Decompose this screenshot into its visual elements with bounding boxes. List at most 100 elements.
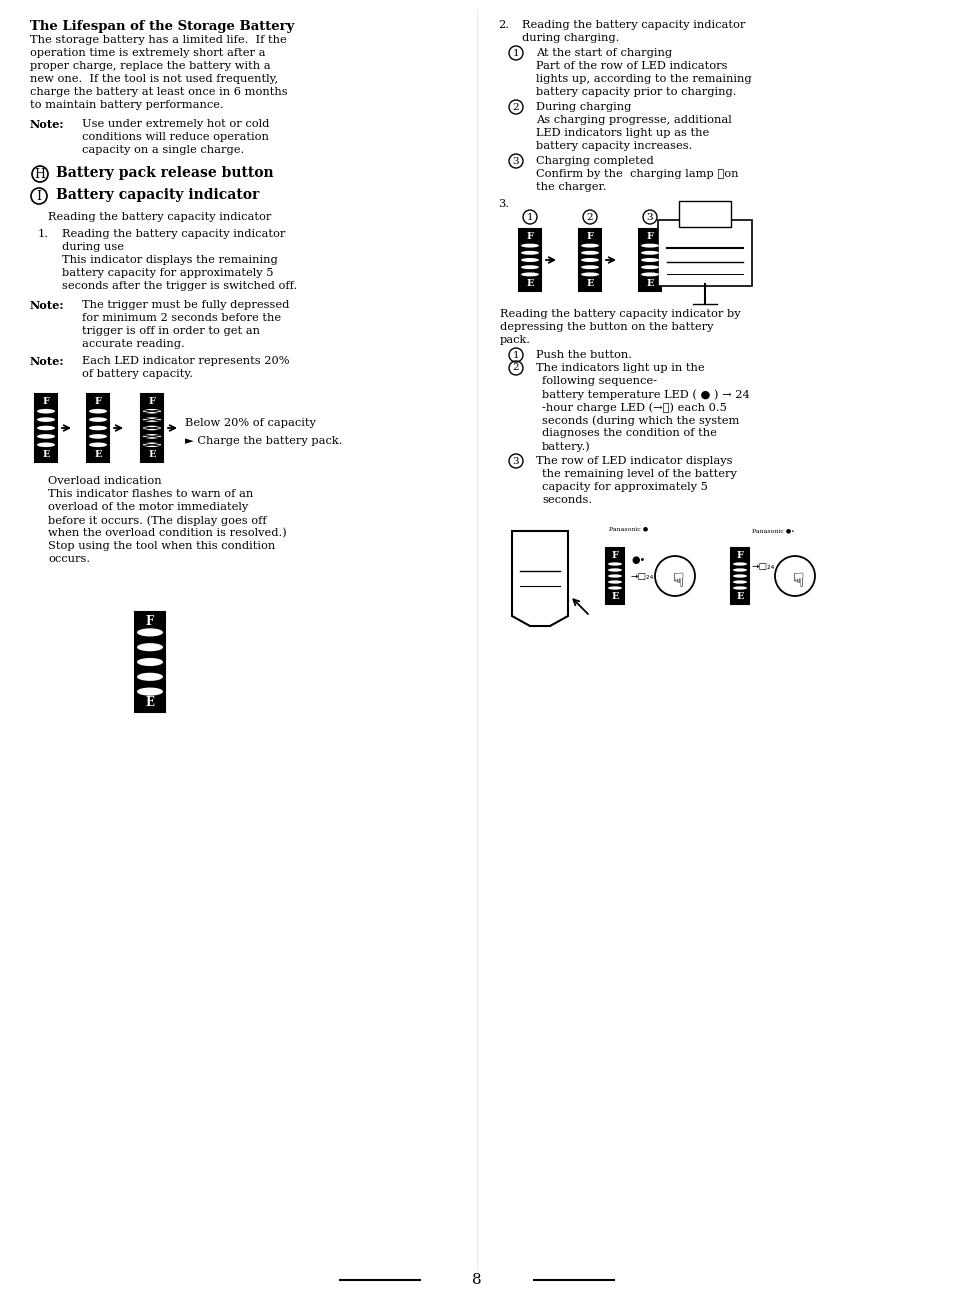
Text: F: F: [736, 551, 742, 560]
Ellipse shape: [143, 417, 161, 422]
Text: Note:: Note:: [30, 118, 65, 130]
Ellipse shape: [137, 687, 163, 695]
Text: Stop using the tool when this condition: Stop using the tool when this condition: [48, 542, 275, 551]
Text: seconds.: seconds.: [541, 495, 592, 505]
Text: Confirm by the  charging lamp ⒩on: Confirm by the charging lamp ⒩on: [536, 169, 738, 178]
Ellipse shape: [89, 434, 107, 439]
Text: battery capacity increases.: battery capacity increases.: [536, 141, 692, 151]
Text: 1: 1: [512, 48, 518, 57]
Text: 1: 1: [512, 350, 518, 359]
FancyBboxPatch shape: [578, 229, 600, 292]
Text: ☞: ☞: [665, 572, 684, 589]
Text: Panasonic: Panasonic: [517, 536, 553, 544]
Text: As charging progresse, additional: As charging progresse, additional: [536, 115, 731, 125]
FancyBboxPatch shape: [141, 395, 163, 462]
FancyBboxPatch shape: [518, 229, 540, 292]
Text: during charging.: during charging.: [521, 33, 618, 43]
Text: Part of the row of LED indicators: Part of the row of LED indicators: [536, 61, 727, 72]
Ellipse shape: [732, 562, 746, 565]
Polygon shape: [512, 531, 567, 626]
Ellipse shape: [89, 417, 107, 422]
Text: Overload indication: Overload indication: [48, 477, 161, 486]
Text: ☞: ☞: [784, 572, 803, 589]
Text: new one.  If the tool is not used frequently,: new one. If the tool is not used frequen…: [30, 74, 278, 85]
Text: E: E: [611, 592, 618, 602]
Ellipse shape: [732, 586, 746, 590]
Text: Reading the battery capacity indicator: Reading the battery capacity indicator: [62, 229, 285, 240]
Ellipse shape: [640, 251, 659, 255]
Text: The trigger must be fully depressed: The trigger must be fully depressed: [82, 299, 289, 310]
Text: Note:: Note:: [30, 299, 65, 311]
Text: Reading the battery capacity indicator: Reading the battery capacity indicator: [521, 20, 744, 30]
Ellipse shape: [732, 569, 746, 572]
Text: trigger is off in order to get an: trigger is off in order to get an: [82, 326, 260, 336]
Ellipse shape: [137, 673, 163, 681]
Ellipse shape: [640, 243, 659, 247]
Ellipse shape: [607, 562, 621, 565]
Text: E: E: [148, 450, 155, 460]
Text: The storage battery has a limited life.  If the: The storage battery has a limited life. …: [30, 35, 287, 46]
Ellipse shape: [143, 434, 161, 439]
Text: The row of LED indicator displays: The row of LED indicator displays: [536, 456, 732, 466]
Text: E: E: [94, 450, 102, 460]
FancyBboxPatch shape: [35, 395, 57, 462]
Text: seconds after the trigger is switched off.: seconds after the trigger is switched of…: [62, 281, 297, 292]
Text: This indicator displays the remaining: This indicator displays the remaining: [62, 255, 277, 266]
Text: diagnoses the condition of the: diagnoses the condition of the: [541, 428, 716, 437]
FancyBboxPatch shape: [639, 229, 660, 292]
Text: E: E: [42, 450, 50, 460]
Text: E: E: [526, 279, 533, 288]
Ellipse shape: [143, 426, 161, 430]
Text: During charging: During charging: [536, 102, 631, 112]
FancyBboxPatch shape: [135, 612, 165, 712]
Text: conditions will reduce operation: conditions will reduce operation: [82, 132, 269, 142]
Text: for minimum 2 seconds before the: for minimum 2 seconds before the: [82, 312, 281, 323]
Ellipse shape: [37, 417, 55, 422]
Text: pack.: pack.: [499, 335, 531, 345]
Ellipse shape: [520, 258, 538, 262]
Text: capacity on a single charge.: capacity on a single charge.: [82, 145, 244, 155]
Text: E: E: [586, 279, 593, 288]
Text: occurs.: occurs.: [48, 553, 90, 564]
Text: E: E: [146, 697, 154, 710]
Ellipse shape: [143, 409, 161, 414]
Text: →□₂₄: →□₂₄: [630, 572, 654, 581]
Ellipse shape: [137, 643, 163, 651]
Text: seconds (during which the system: seconds (during which the system: [541, 415, 739, 426]
Text: Push the button.: Push the button.: [536, 350, 631, 359]
Text: Battery pack release button: Battery pack release button: [56, 165, 274, 180]
Text: →□₂₄: →□₂₄: [751, 561, 775, 570]
Text: Panasonic ●∘: Panasonic ●∘: [751, 529, 794, 533]
FancyBboxPatch shape: [658, 220, 751, 286]
Text: 3: 3: [512, 156, 518, 165]
Ellipse shape: [607, 586, 621, 590]
Text: F: F: [149, 397, 155, 406]
Ellipse shape: [137, 629, 163, 637]
Text: Reading the battery capacity indicator by: Reading the battery capacity indicator b…: [499, 309, 740, 319]
Text: battery temperature LED ( ● ) → 24: battery temperature LED ( ● ) → 24: [541, 389, 749, 400]
Text: Below 20% of capacity: Below 20% of capacity: [185, 418, 315, 428]
Text: Charging completed: Charging completed: [536, 156, 653, 165]
Ellipse shape: [37, 434, 55, 439]
Ellipse shape: [520, 243, 538, 247]
Ellipse shape: [580, 272, 598, 276]
Text: 1.: 1.: [38, 229, 49, 240]
Text: F: F: [43, 397, 50, 406]
Text: 1: 1: [526, 212, 533, 221]
Text: F: F: [146, 615, 154, 628]
Text: battery capacity prior to charging.: battery capacity prior to charging.: [536, 87, 736, 98]
Ellipse shape: [607, 574, 621, 578]
Text: to maintain battery performance.: to maintain battery performance.: [30, 100, 224, 109]
Text: F: F: [94, 397, 101, 406]
Text: F: F: [526, 232, 533, 241]
Text: The Lifespan of the Storage Battery: The Lifespan of the Storage Battery: [30, 20, 294, 33]
Ellipse shape: [607, 581, 621, 583]
Text: Battery capacity indicator: Battery capacity indicator: [56, 187, 259, 202]
Ellipse shape: [143, 443, 161, 447]
Ellipse shape: [520, 272, 538, 276]
Ellipse shape: [520, 251, 538, 255]
Ellipse shape: [37, 426, 55, 430]
FancyBboxPatch shape: [605, 548, 623, 604]
Ellipse shape: [640, 272, 659, 276]
Ellipse shape: [580, 258, 598, 262]
